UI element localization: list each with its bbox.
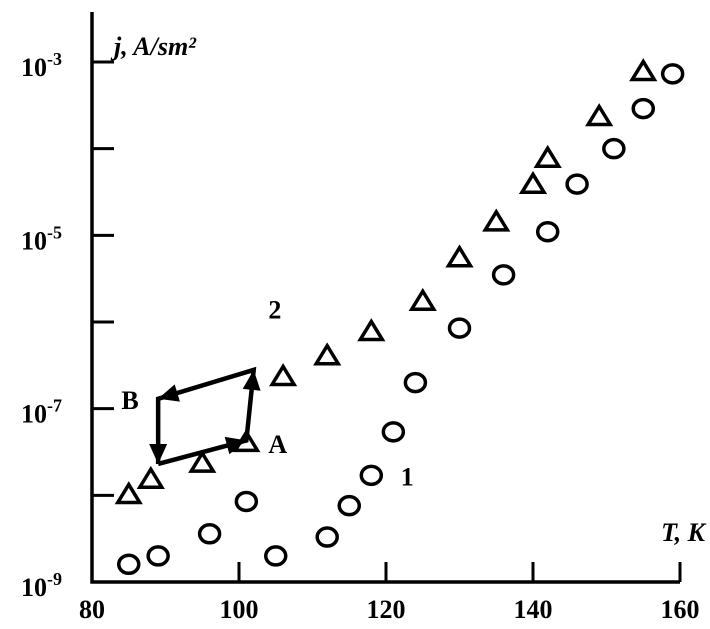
circle-marker [565,173,589,195]
triangle-marker [445,244,474,268]
circle-marker [264,545,288,567]
x-tick-label: 120 [367,595,406,624]
y-tick-label: 10-9 [21,569,62,602]
circle-marker [447,317,472,339]
triangle-marker [232,428,261,453]
series [114,58,685,576]
circle-marker [234,490,259,513]
axes [90,12,680,584]
x-tick-label: 100 [220,595,259,624]
triangle-marker [585,103,614,127]
circle-marker [491,264,516,286]
triangle-marker [482,208,511,232]
loop-arrowhead [242,369,261,391]
axis-labels: j, A/sm² T, K [110,32,707,547]
y-tick-label: 10-7 [21,396,62,429]
circle-marker [381,421,406,443]
circle-marker [631,97,655,120]
x-tick-label: 80 [79,595,105,624]
annotation-b: B [121,386,138,415]
loop-arrowhead [158,384,180,402]
circle-marker [535,220,560,243]
circle-marker [146,545,170,567]
triangle-marker [629,58,658,82]
y-axis-title: j, A/sm² [110,32,197,61]
circle-marker [359,464,384,487]
circle-marker [602,137,626,160]
circle-marker [117,553,141,576]
circle-marker [660,63,685,85]
axis-lines [90,12,680,584]
triangle-marker [188,449,217,473]
annotations: 1 2 A B [121,295,413,491]
triangle-marker [533,144,562,168]
y-tick-label: 10-5 [21,222,62,255]
series-label-2: 2 [268,295,281,324]
loop-arrowhead [149,443,168,464]
series-2 [114,58,658,505]
circle-marker [337,494,361,517]
annotation-a: A [268,430,287,459]
triangle-marker [114,481,143,505]
circle-marker [403,371,428,394]
series-1 [117,63,685,576]
circle-marker [197,523,222,545]
triangle-marker [268,363,298,387]
y-tick-label: 10-3 [21,49,62,82]
triangle-marker [408,287,437,311]
triangle-marker [313,342,342,366]
ticks: 10-9 10-7 10-5 10-3 80 100 120 140 160 [21,49,700,624]
triangle-marker [136,465,165,490]
circle-marker [315,526,339,548]
x-tick-label: 160 [661,595,700,624]
x-tick-label: 140 [514,595,553,624]
series-label-1: 1 [401,462,414,491]
triangle-marker [357,318,386,342]
triangle-marker [518,170,548,195]
x-axis-title: T, K [661,518,706,547]
